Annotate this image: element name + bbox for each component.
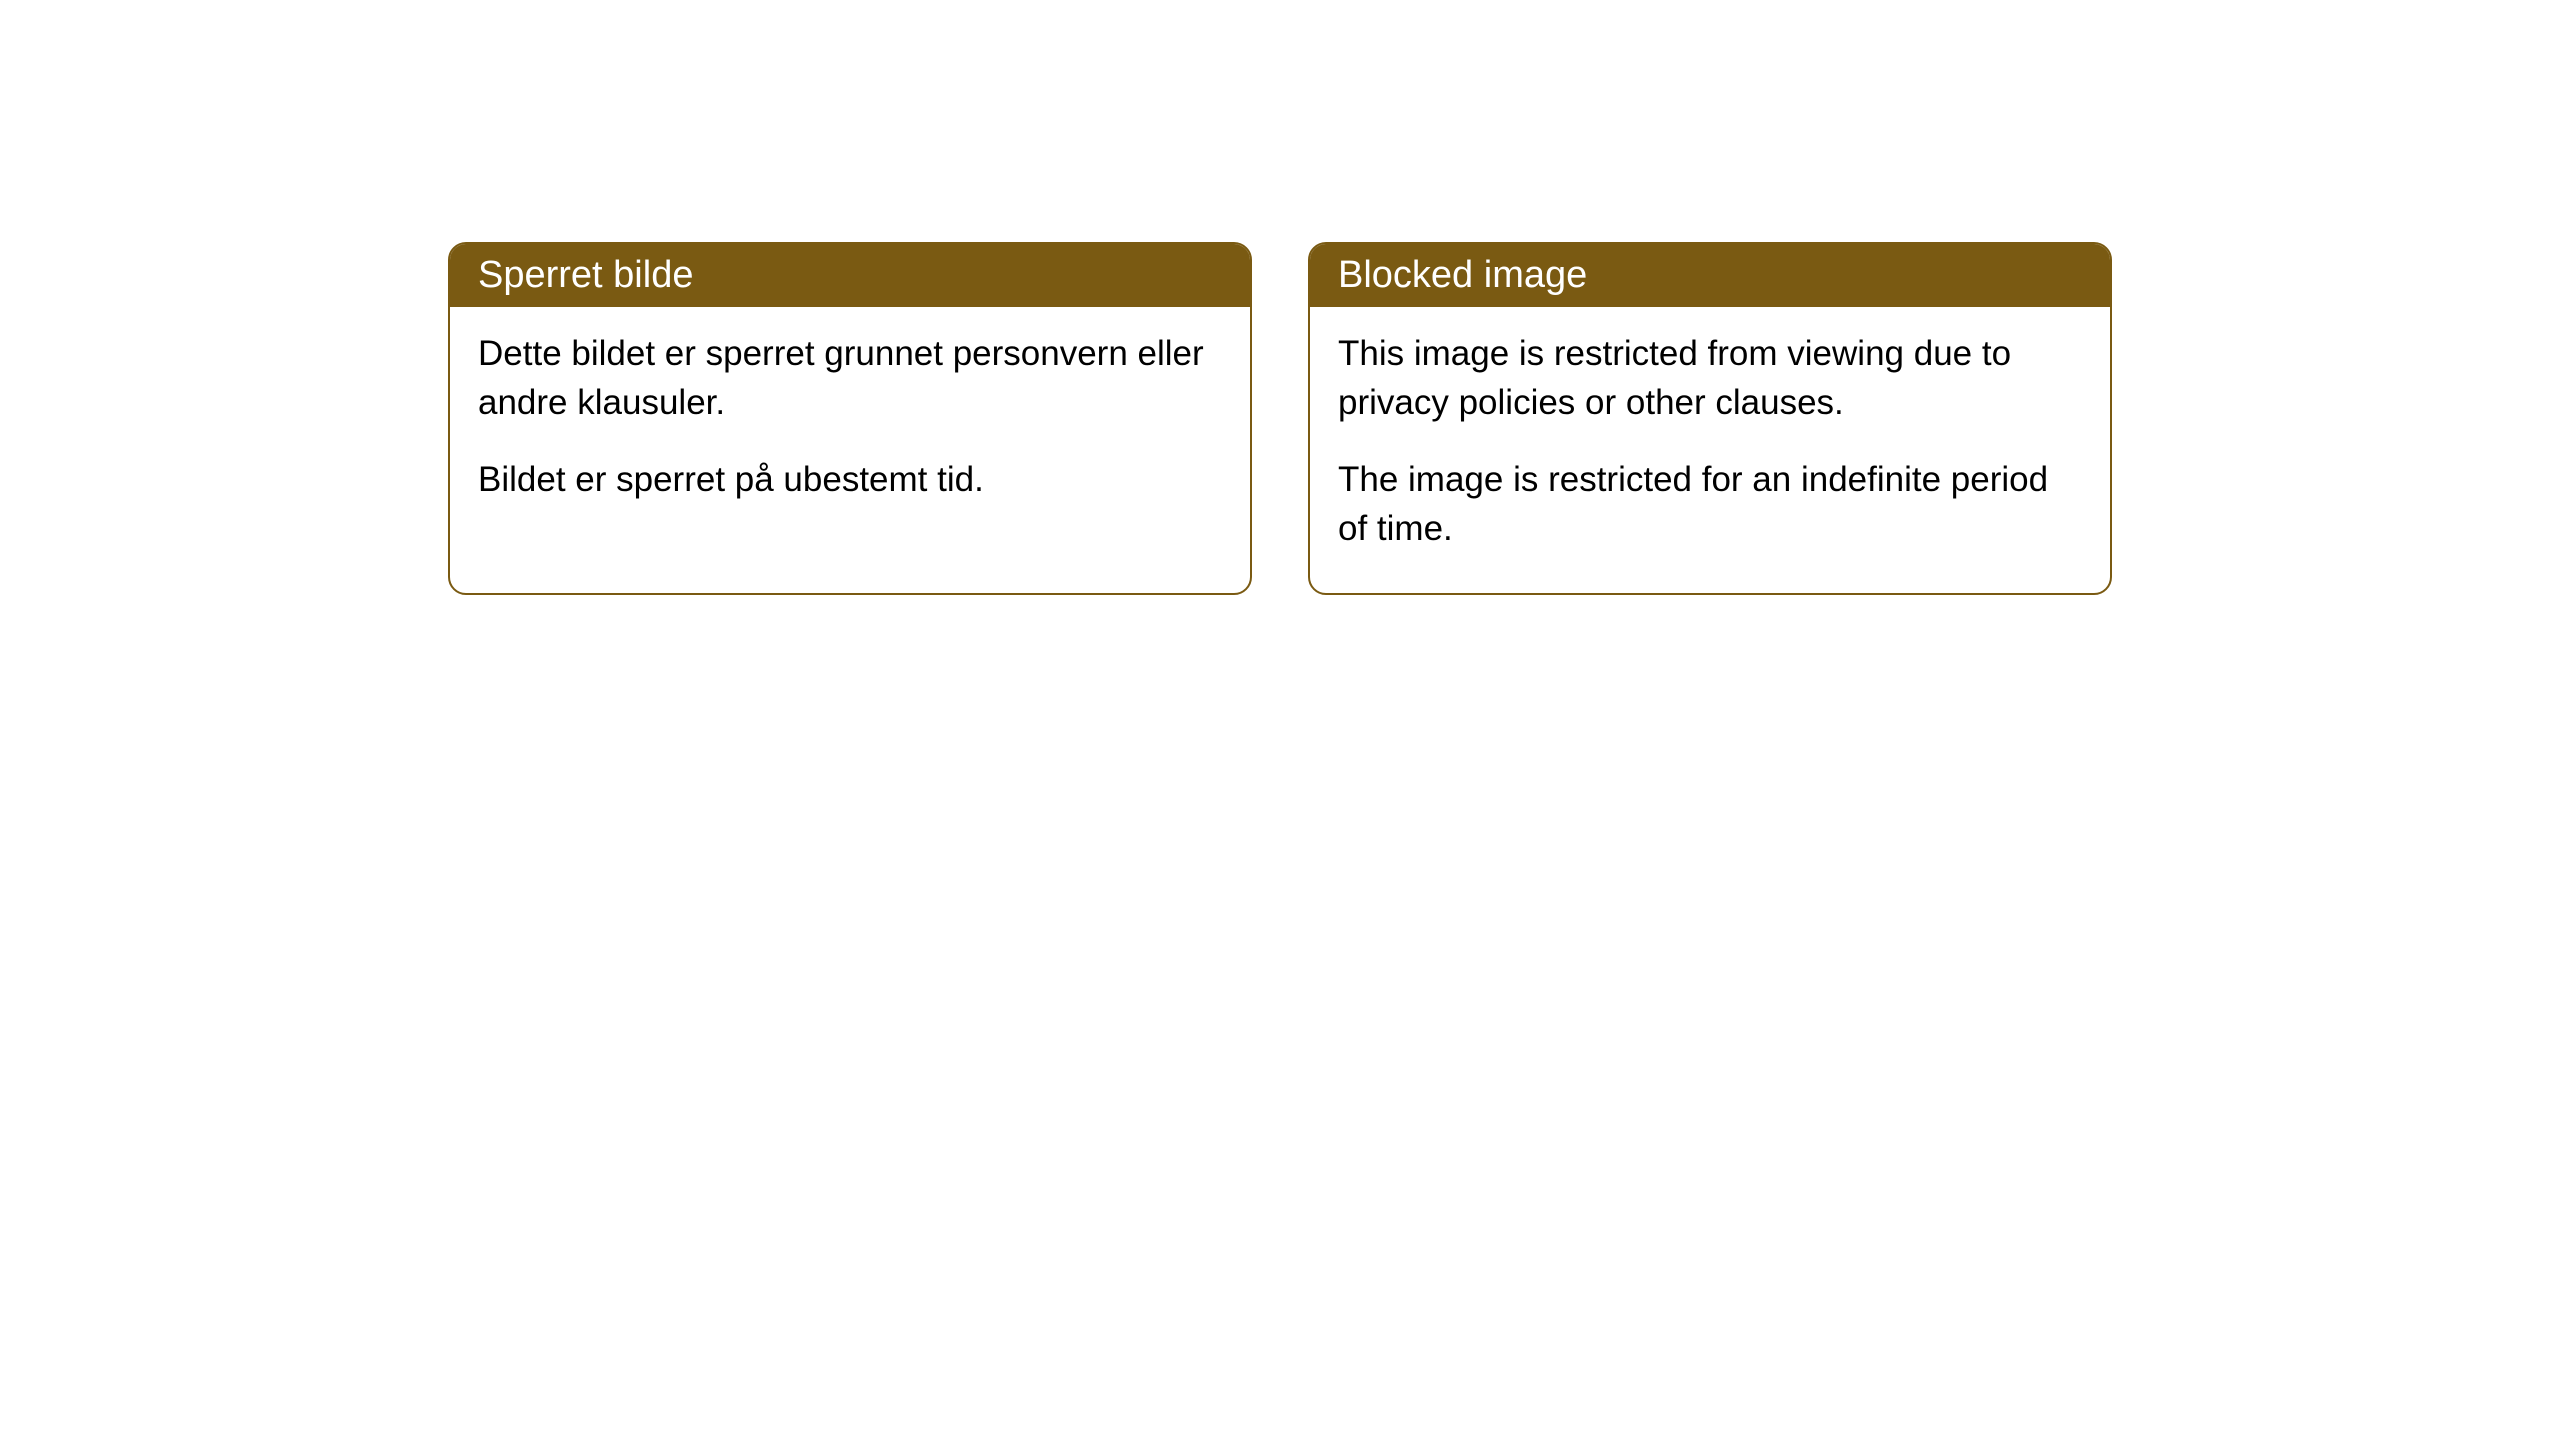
card-header: Sperret bilde bbox=[450, 244, 1250, 307]
card-title: Sperret bilde bbox=[478, 254, 693, 296]
card-paragraph: Bildet er sperret på ubestemt tid. bbox=[478, 455, 1222, 504]
card-paragraph: Dette bildet er sperret grunnet personve… bbox=[478, 329, 1222, 427]
cards-container: Sperret bilde Dette bildet er sperret gr… bbox=[448, 242, 2112, 595]
card-body: Dette bildet er sperret grunnet personve… bbox=[450, 307, 1250, 544]
blocked-image-card-norwegian: Sperret bilde Dette bildet er sperret gr… bbox=[448, 242, 1252, 595]
card-header: Blocked image bbox=[1310, 244, 2110, 307]
card-paragraph: This image is restricted from viewing du… bbox=[1338, 329, 2082, 427]
card-body: This image is restricted from viewing du… bbox=[1310, 307, 2110, 593]
card-title: Blocked image bbox=[1338, 254, 1587, 296]
blocked-image-card-english: Blocked image This image is restricted f… bbox=[1308, 242, 2112, 595]
card-paragraph: The image is restricted for an indefinit… bbox=[1338, 455, 2082, 553]
